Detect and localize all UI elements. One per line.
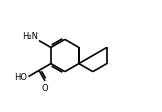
Text: O: O xyxy=(42,83,48,92)
Text: H₂N: H₂N xyxy=(22,31,38,40)
Text: HO: HO xyxy=(14,72,27,81)
